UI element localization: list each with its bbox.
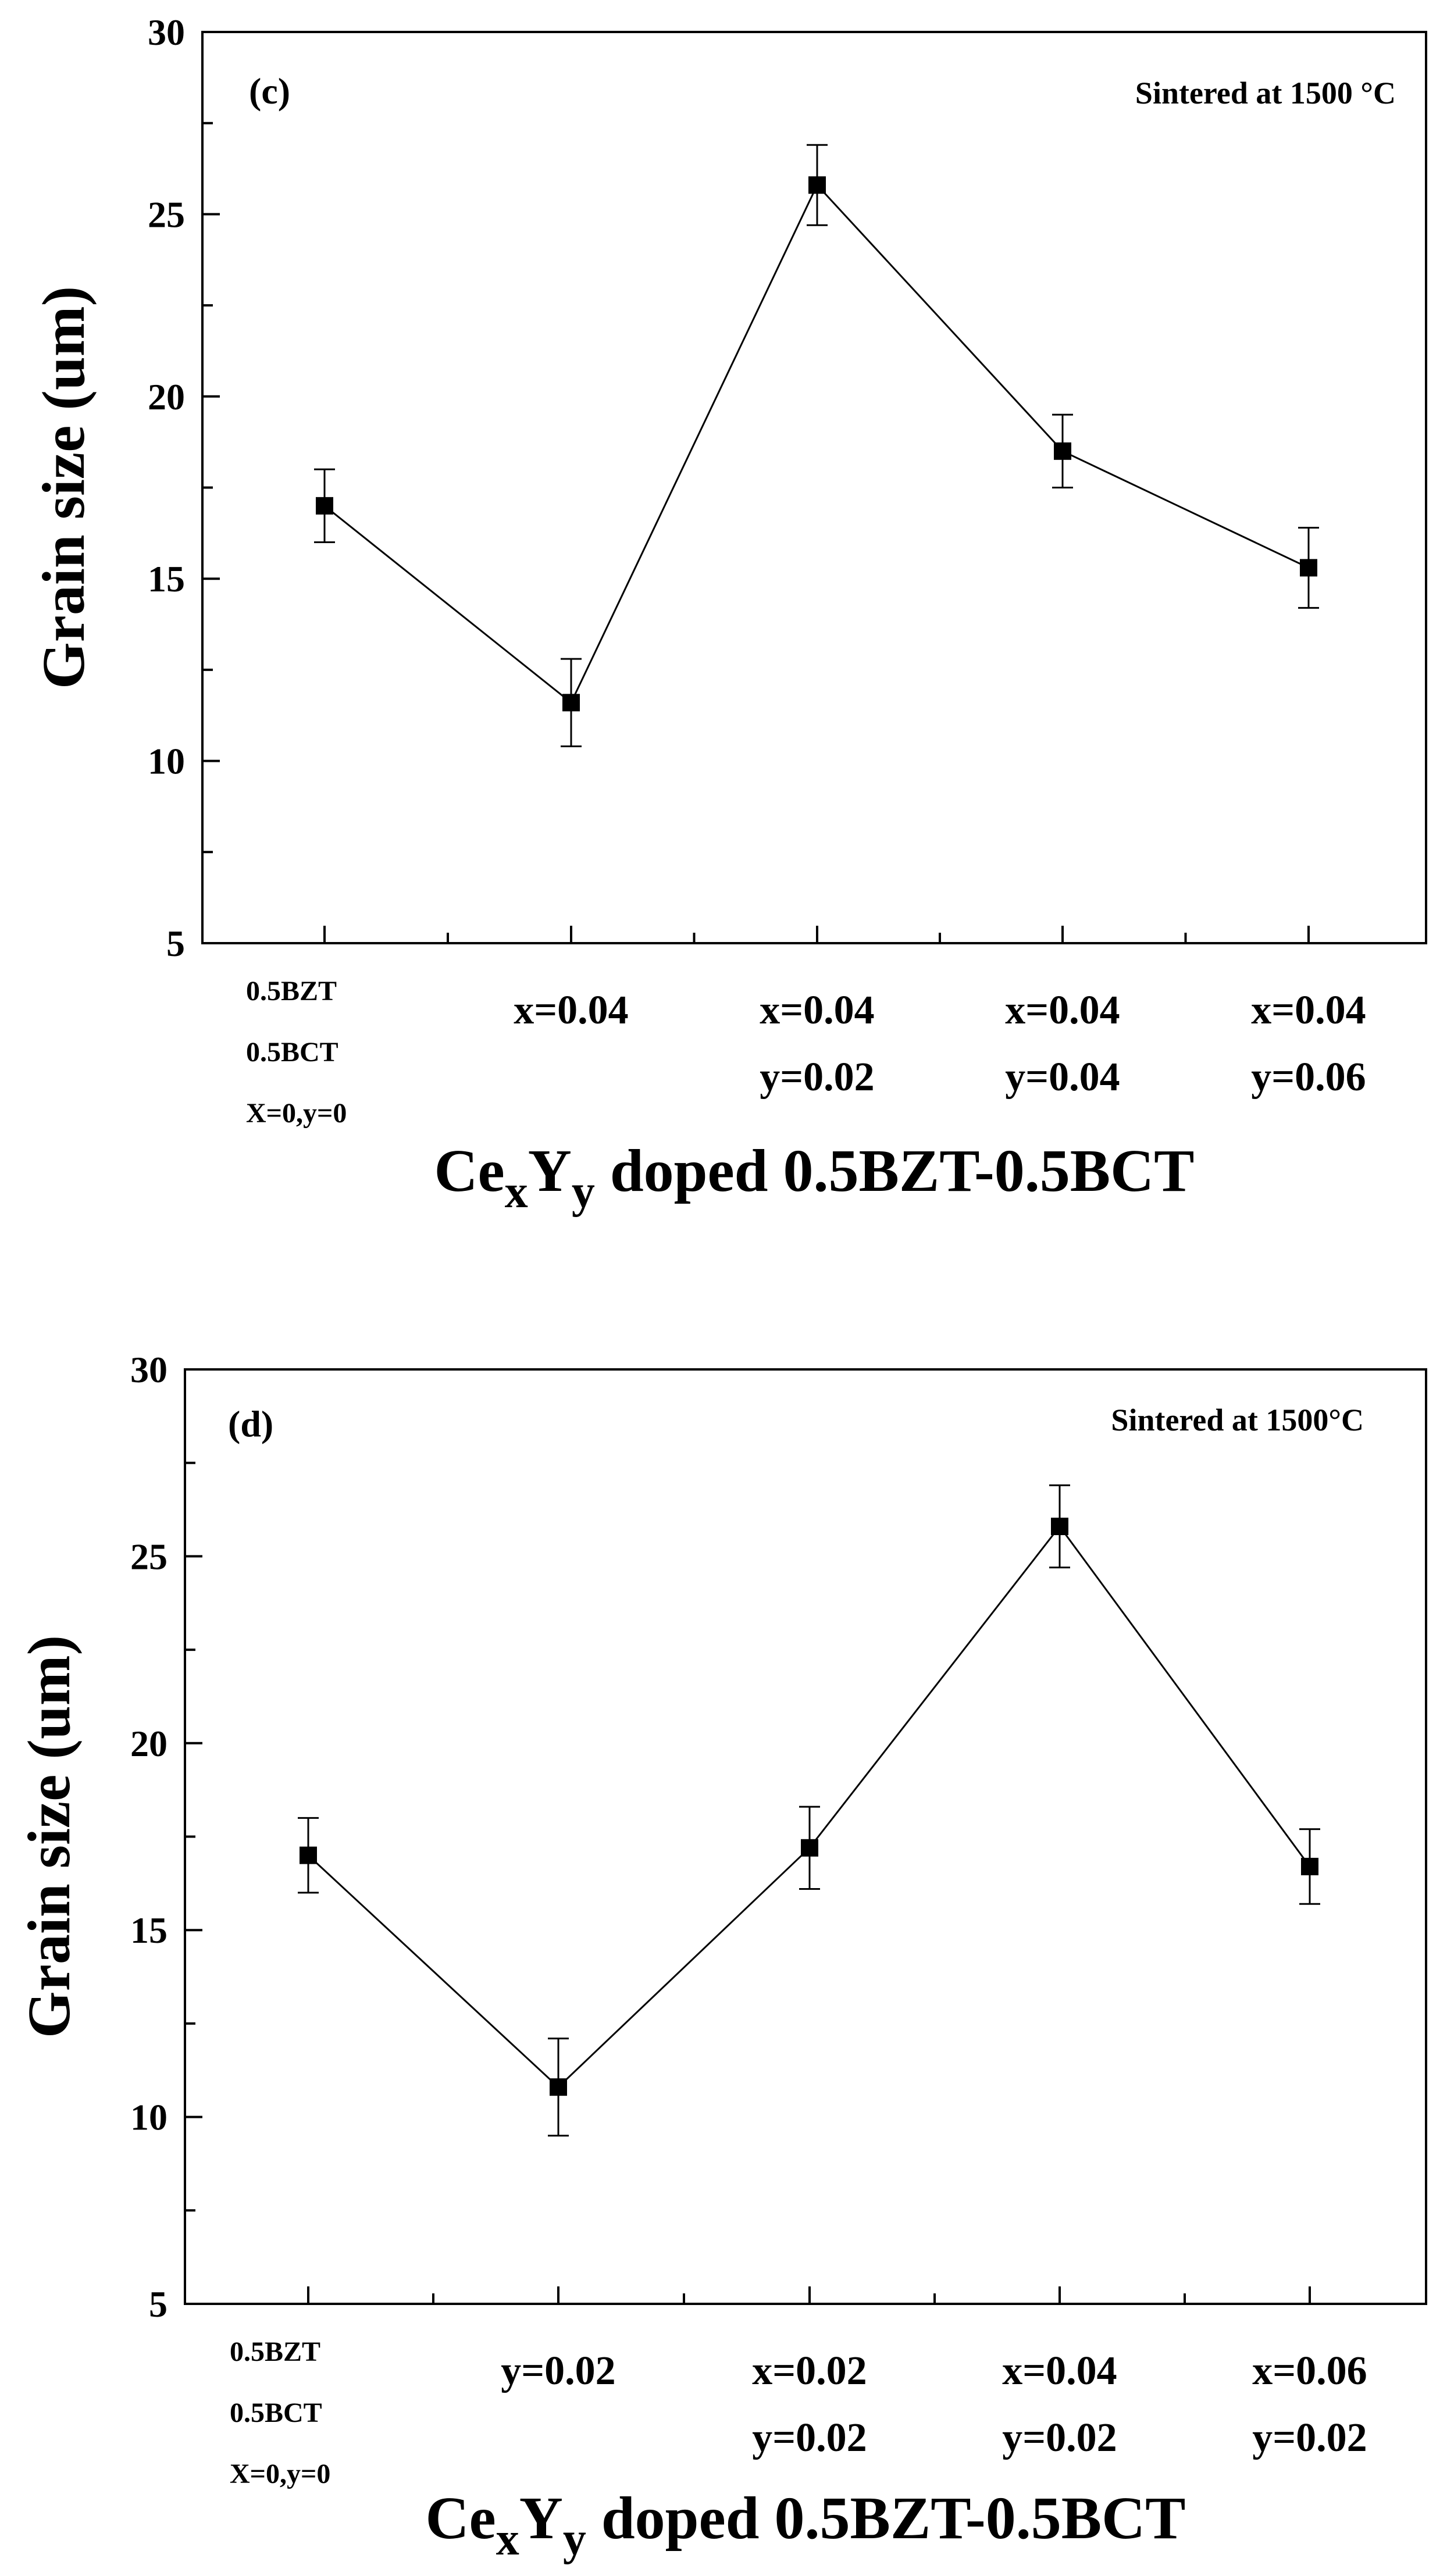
x-tick-label: y=0.02 [1002, 2416, 1117, 2460]
data-point [550, 2078, 567, 2096]
series-line [324, 183, 1309, 704]
x-tick-label: y=0.02 [501, 2349, 615, 2393]
data-point [808, 176, 826, 194]
y-tick-label: 30 [130, 1349, 167, 1390]
x-tick-label: y=0.04 [1005, 1055, 1120, 1100]
x-tick-label: y=0.02 [1252, 2416, 1367, 2460]
x-tick-label: y=0.06 [1251, 1055, 1366, 1100]
x-tick-label: x=0.04 [1251, 988, 1366, 1033]
data-point [1054, 442, 1071, 460]
data-point [1301, 1857, 1318, 1875]
x-tick-label: 0.5BCT [246, 1037, 338, 1068]
y-tick-label: 10 [130, 2097, 167, 2138]
y-tick-label: 5 [149, 2284, 167, 2325]
x-tick-label: x=0.06 [1252, 2349, 1367, 2393]
x-tick-label: x=0.04 [1005, 988, 1120, 1033]
x-tick-label: x=0.04 [1002, 2349, 1117, 2393]
x-tick-label: y=0.02 [760, 1055, 874, 1100]
y-axis-title: Grain size (um) [16, 1635, 83, 2038]
x-tick-label: x=0.02 [752, 2349, 867, 2393]
y-tick-label: 15 [148, 558, 185, 600]
data-point [801, 1839, 818, 1857]
x-tick-label: X=0,y=0 [230, 2459, 330, 2489]
x-tick-label: X=0,y=0 [246, 1098, 347, 1129]
y-tick-label: 25 [130, 1536, 167, 1577]
y-tick-label: 30 [148, 12, 185, 53]
chart-annotation: Sintered at 1500 °C [1135, 76, 1396, 110]
y-tick-label: 10 [148, 741, 185, 782]
x-tick-label: 0.5BCT [230, 2397, 322, 2428]
plot-frame [201, 31, 1427, 944]
y-tick-label: 5 [166, 923, 185, 964]
y-axis-title: Grain size (um) [30, 286, 97, 689]
chart-annotation: Sintered at 1500°C [1111, 1403, 1364, 1437]
x-tick-label: y=0.02 [752, 2416, 867, 2460]
data-point [300, 1846, 317, 1864]
data-point [562, 694, 580, 712]
data-point [1051, 1517, 1068, 1535]
x-tick-label: 0.5BZT [246, 976, 337, 1007]
y-tick-label: 25 [148, 194, 185, 235]
x-axis-title: CexYy doped 0.5BZT-0.5BCT [425, 2485, 1185, 2565]
y-tick-label: 20 [148, 376, 185, 418]
chart-panel-d: 5 10 15 20 25 30 0.5BZT 0.5BCT X=0,y=0 y=0.02 x=0.… [16, 1349, 1427, 2565]
y-tick-label: 15 [130, 1910, 167, 1951]
data-point [316, 497, 333, 515]
x-tick-label: x=0.04 [760, 988, 874, 1033]
plot-frame [184, 1368, 1427, 2305]
data-point [1300, 559, 1317, 577]
x-tick-label: 0.5BZT [230, 2336, 320, 2367]
panel-label: (c) [249, 70, 290, 112]
x-tick-label: x=0.04 [514, 988, 628, 1033]
y-tick-label: 20 [130, 1723, 167, 1764]
chart-panel-c: 5 10 15 20 25 30 0.5BZT 0.5BCT X=0,y=0 x=0.04 x=0.… [30, 12, 1427, 1218]
panel-label: (d) [228, 1403, 273, 1444]
x-axis-title: CexYy doped 0.5BZT-0.5BCT [434, 1137, 1194, 1218]
